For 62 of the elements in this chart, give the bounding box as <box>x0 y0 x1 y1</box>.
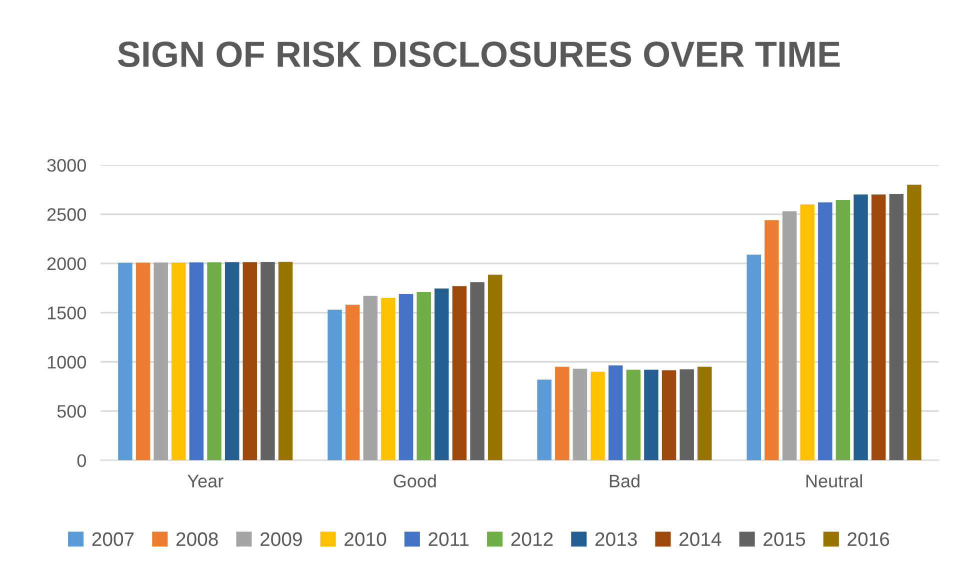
bar <box>470 282 484 460</box>
y-tick-label: 1000 <box>48 356 86 369</box>
bar <box>172 262 186 460</box>
bar <box>434 288 449 460</box>
y-tick-label: 0 <box>77 454 86 468</box>
bar <box>572 368 588 460</box>
legend-label: 2009 <box>260 532 302 546</box>
bar <box>452 286 467 460</box>
chart-title: SIGN OF RISK DISCLOSURES OVER TIME <box>118 41 840 68</box>
y-tick-label: 2500 <box>47 208 86 221</box>
bar <box>698 366 712 460</box>
legend-label: 2007 <box>92 532 134 546</box>
bar <box>662 370 676 460</box>
bar <box>224 262 240 460</box>
bar <box>782 211 797 460</box>
bar <box>854 194 868 460</box>
legend-label: 2010 <box>344 532 386 546</box>
x-tick-label: Year <box>188 474 224 488</box>
bar <box>590 372 605 460</box>
bar <box>416 292 431 460</box>
x-tick-label: Neutral <box>806 474 862 488</box>
legend-label: 2015 <box>764 532 806 546</box>
bar <box>800 204 814 460</box>
legend-label: 2016 <box>848 532 890 546</box>
bar <box>345 304 360 460</box>
bar <box>818 202 832 460</box>
bar <box>242 262 258 460</box>
x-tick-label: Bad <box>610 474 640 488</box>
bar <box>363 296 378 460</box>
bar <box>555 366 570 460</box>
bar <box>189 262 204 460</box>
y-tick-label: 1500 <box>48 306 86 320</box>
bar <box>626 370 641 460</box>
bar <box>644 370 658 460</box>
bar <box>118 262 132 460</box>
bar <box>260 262 275 460</box>
bar <box>328 310 342 460</box>
bar <box>680 369 694 460</box>
bar <box>278 262 293 460</box>
bar <box>398 294 414 460</box>
bar <box>488 274 502 460</box>
bar <box>381 298 396 460</box>
legend-label: 2008 <box>176 532 218 546</box>
bar <box>764 220 779 460</box>
bar <box>746 254 762 460</box>
bar <box>154 262 168 460</box>
x-tick-label: Good <box>394 474 436 488</box>
bar <box>608 365 623 460</box>
legend-label: 2013 <box>595 532 637 546</box>
bar <box>871 194 886 460</box>
y-tick-label: 3000 <box>47 158 86 172</box>
bar <box>537 380 552 460</box>
bar <box>907 184 922 460</box>
legend-label: 2014 <box>680 532 722 546</box>
y-tick-label: 2000 <box>47 257 86 270</box>
bar <box>136 262 150 460</box>
bar <box>889 194 904 460</box>
bar <box>207 262 222 460</box>
legend-label: 2011 <box>428 532 469 546</box>
y-tick-label: 500 <box>57 405 86 418</box>
bar <box>836 200 850 460</box>
legend-label: 2012 <box>511 532 553 546</box>
